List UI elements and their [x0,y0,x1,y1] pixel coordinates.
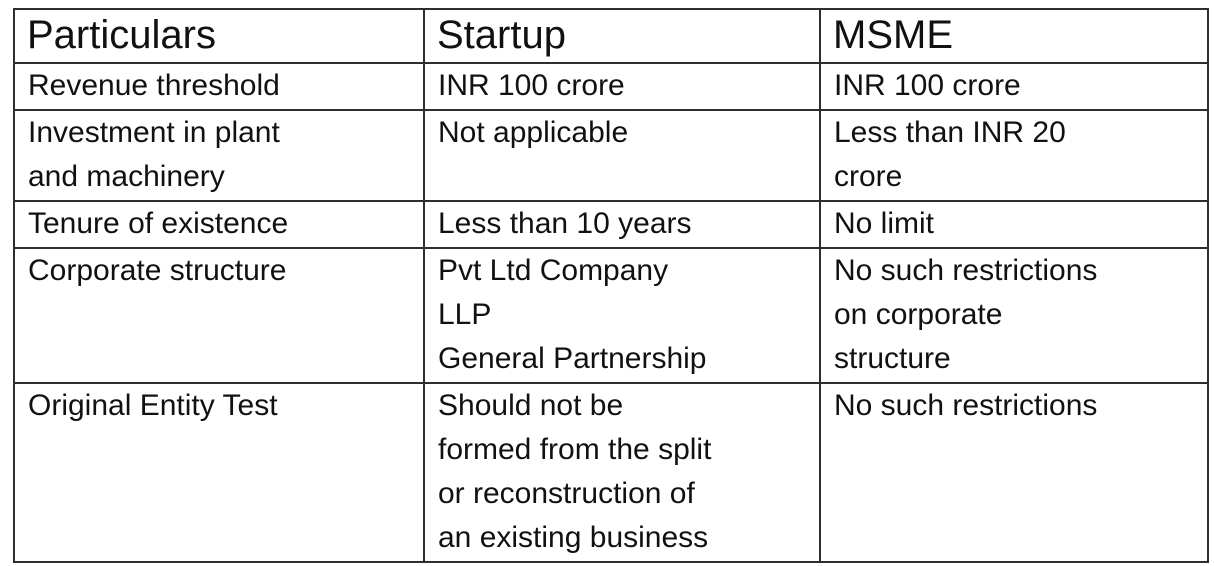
table-cell: No such restrictions on corporate struct… [819,247,1209,384]
table-row-investment: Investment in plant and machinery Not ap… [13,109,1209,202]
table-cell: No limit [819,200,1209,249]
column-header-msme: MSME [819,8,1209,64]
table-row-corporate-structure: Corporate structure Pvt Ltd Company LLP … [13,247,1209,384]
table-cell: Pvt Ltd Company LLP General Partnership [423,247,821,384]
table-cell: Revenue threshold [13,62,425,111]
table-row-original-entity-test: Original Entity Test Should not be forme… [13,382,1209,563]
table-row-revenue-threshold: Revenue threshold INR 100 crore INR 100 … [13,62,1209,111]
table-cell: INR 100 crore [423,62,821,111]
table-cell: No such restrictions [819,382,1209,563]
table-cell: Not applicable [423,109,821,202]
table-cell: Corporate structure [13,247,425,384]
column-header-particulars: Particulars [13,8,425,64]
table-cell: Less than INR 20 crore [819,109,1209,202]
column-header-startup: Startup [423,8,821,64]
table-cell: Investment in plant and machinery [13,109,425,202]
table-cell: INR 100 crore [819,62,1209,111]
table-cell: Less than 10 years [423,200,821,249]
table-cell: Original Entity Test [13,382,425,563]
table-cell: Should not be formed from the split or r… [423,382,821,563]
header-row: Particulars Startup MSME [13,8,1209,64]
startup-msme-comparison-table: Particulars Startup MSME Revenue thresho… [13,8,1209,563]
table-cell: Tenure of existence [13,200,425,249]
table-row-tenure: Tenure of existence Less than 10 years N… [13,200,1209,249]
